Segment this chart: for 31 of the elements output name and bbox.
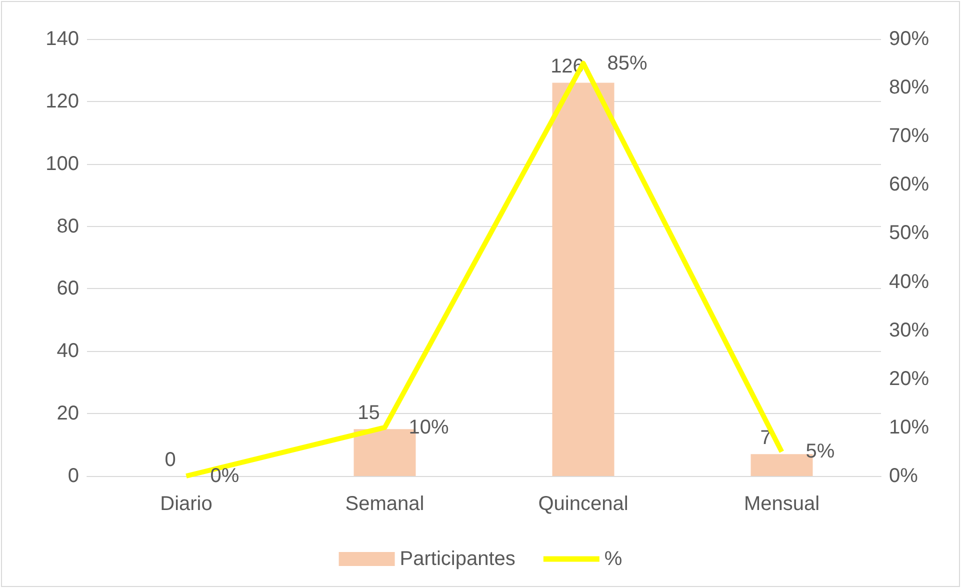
y-tick-label: 100 [46, 152, 79, 175]
data-label: 10% [408, 416, 449, 438]
data-label: 15 [358, 402, 380, 424]
y2-tick-label: 10% [889, 416, 930, 438]
y2-tick-label: 20% [889, 368, 930, 390]
y-tick-label: 140 [46, 28, 79, 50]
data-label: 5% [806, 440, 835, 463]
x-tick-label: Diario [160, 493, 212, 515]
y2-tick-label: 60% [889, 174, 930, 196]
y2-tick-label: 70% [889, 125, 930, 148]
y-tick-label: 40 [56, 340, 79, 362]
y2-tick-label: 50% [889, 222, 930, 244]
y-tick-label: 80 [56, 215, 79, 238]
bar [552, 82, 614, 476]
legend-label: % [604, 548, 622, 570]
y-tick-label: 20 [56, 402, 79, 425]
data-label: 0 [164, 449, 176, 471]
y-tick-label: 120 [46, 90, 79, 112]
x-tick-label: Quincenal [538, 493, 628, 515]
data-label: 0% [210, 465, 240, 487]
y-tick-label: 0 [68, 465, 79, 487]
legend-label: Participantes [400, 548, 516, 570]
x-tick-label: Mensual [744, 493, 820, 515]
y2-tick-label: 80% [889, 76, 930, 99]
x-tick-label: Semanal [345, 493, 424, 515]
y2-tick-label: 40% [889, 270, 930, 293]
y2-tick-label: 90% [889, 28, 930, 50]
y2-tick-label: 30% [889, 319, 930, 342]
y2-tick-label: 0% [889, 465, 918, 487]
y-tick-label: 60 [56, 278, 79, 300]
data-label: 85% [607, 52, 648, 74]
